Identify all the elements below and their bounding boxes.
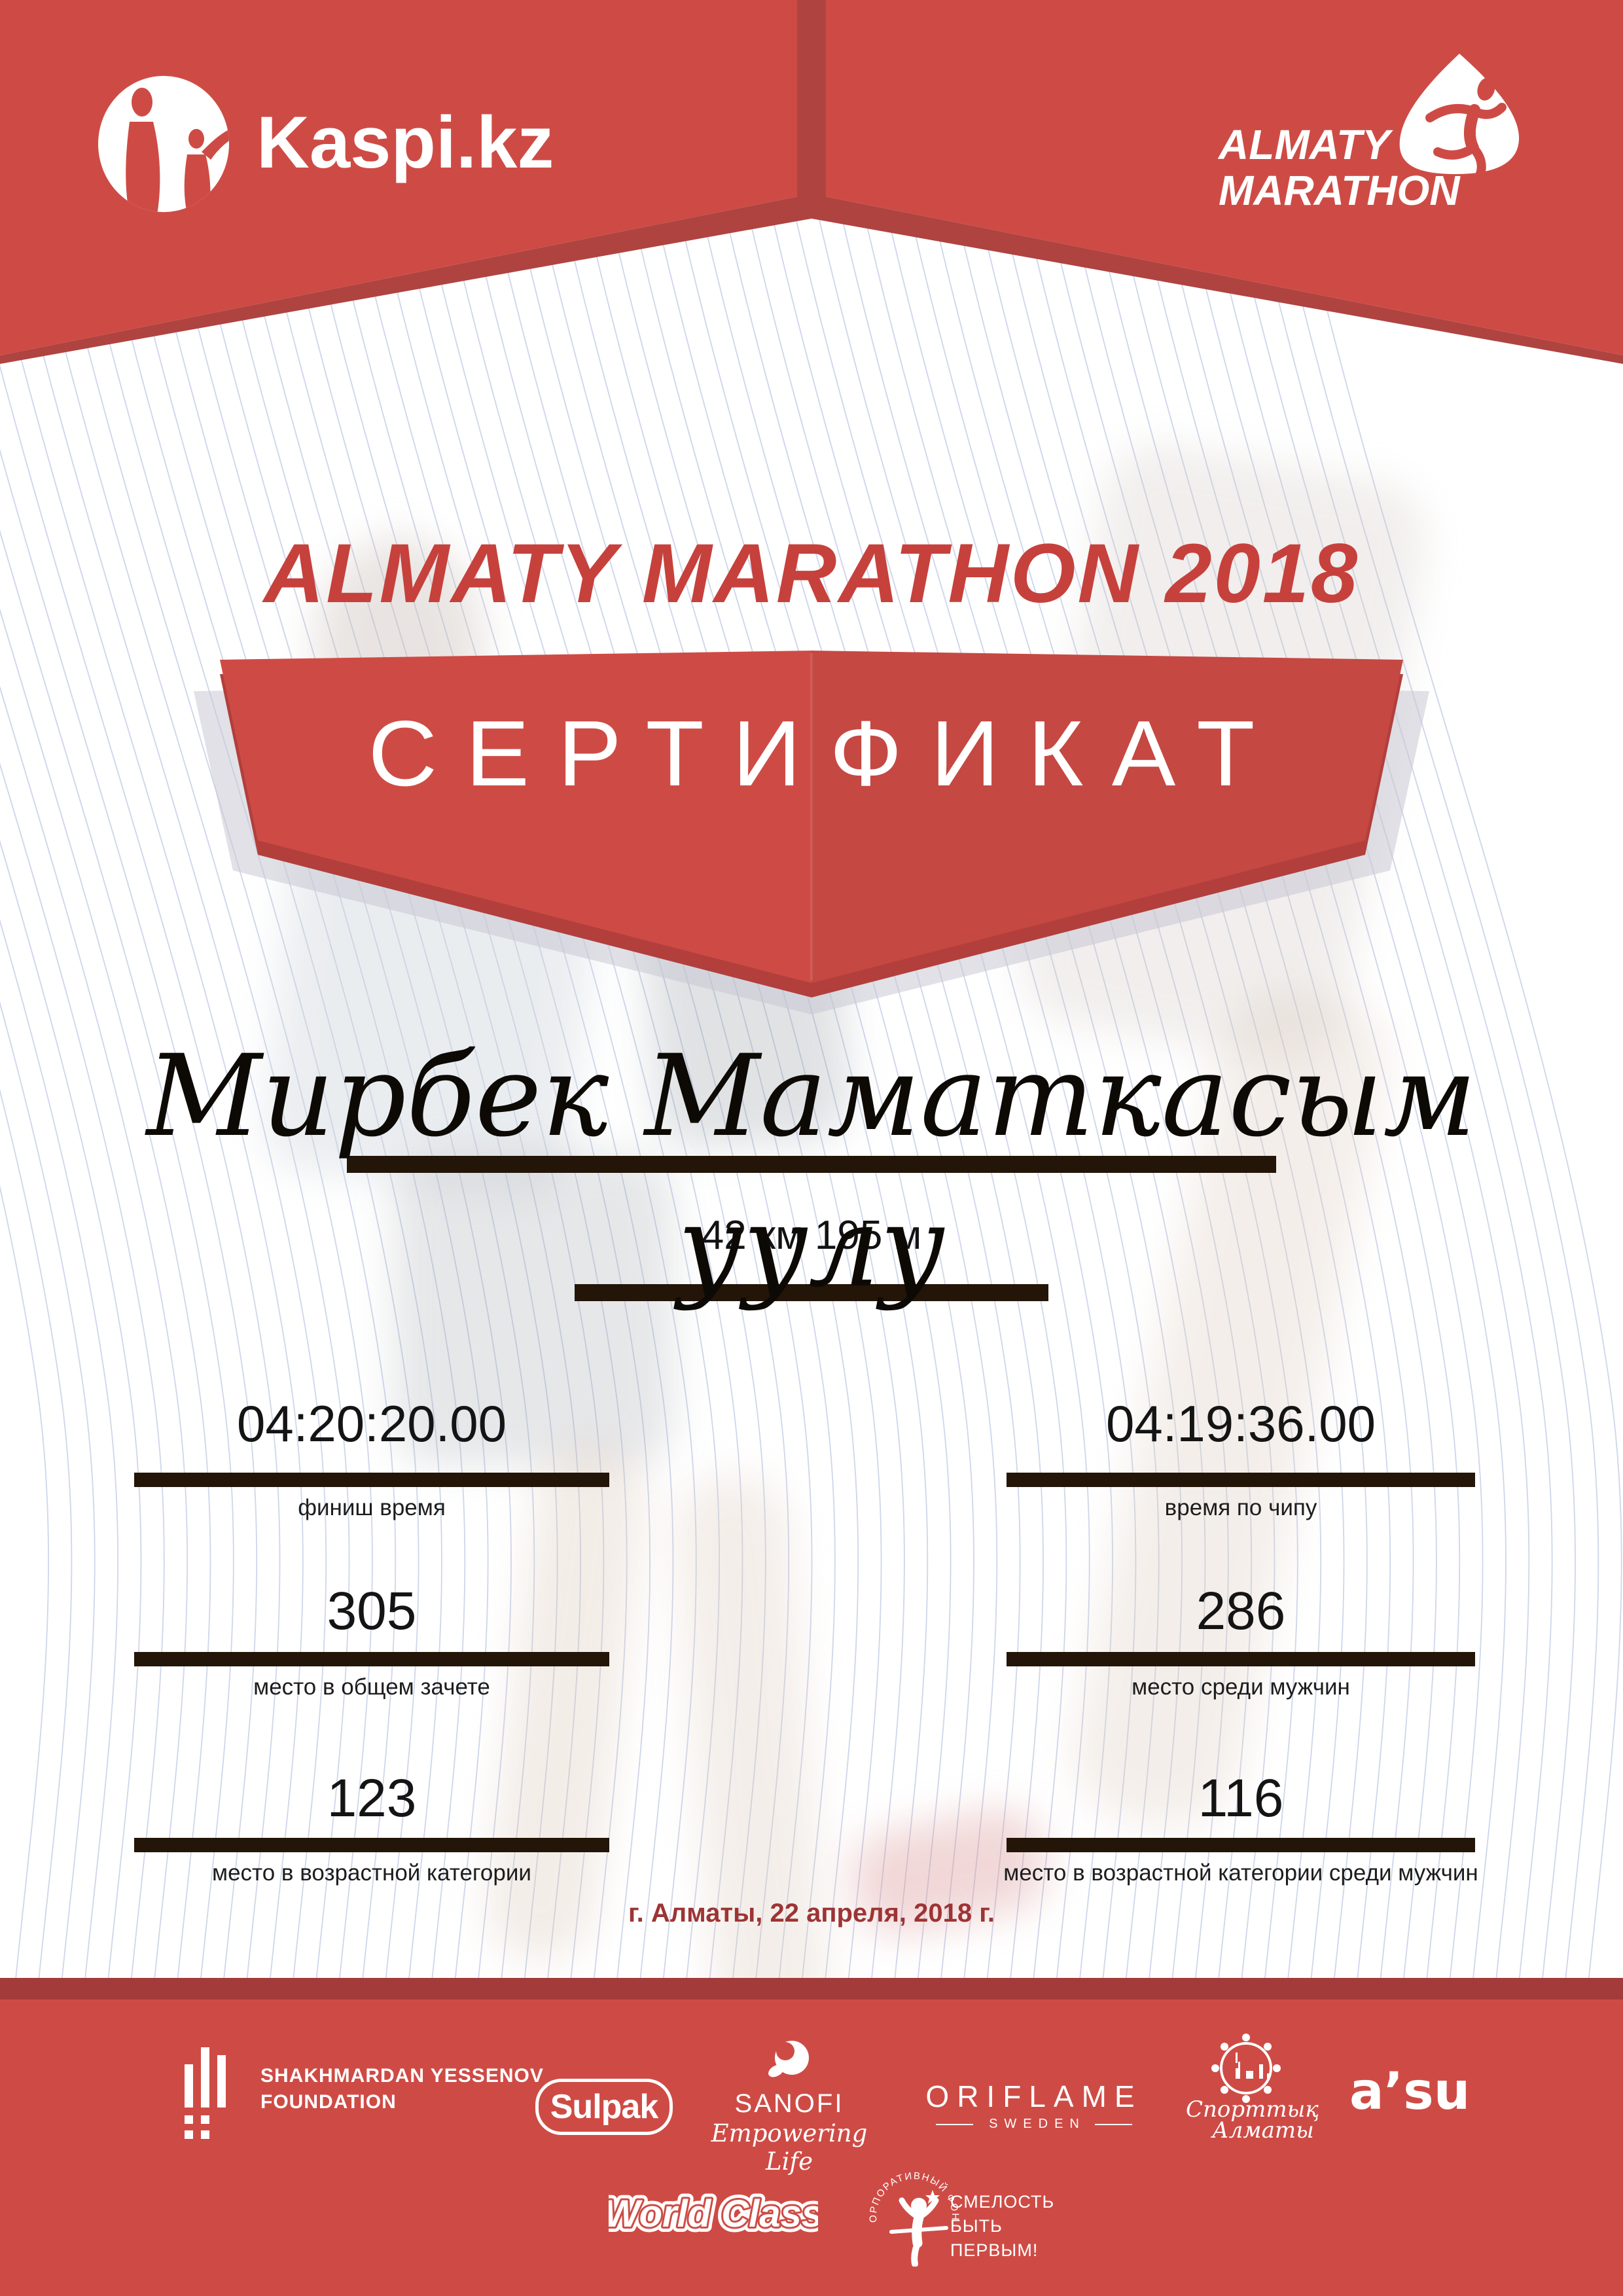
fund-slogan: СМЕЛОСТЬ БЫТЬ ПЕРВЫМ!: [950, 2190, 1068, 2263]
footer-red-area: [0, 2000, 1623, 2296]
age-gender-place-rule: [1007, 1838, 1475, 1852]
asu-logo-text: aʼsu: [1349, 2062, 1471, 2121]
gender-place-rule: [1007, 1652, 1475, 1666]
certificate-word: СЕРТИФИКАТ: [368, 702, 1283, 806]
event-logo-line2: MARATHON: [1219, 167, 1460, 214]
overall-place-value: 305: [327, 1581, 417, 1641]
world-class-outline: World Class: [609, 2193, 818, 2235]
yessenov-foundation-icon: [185, 2047, 226, 2139]
gender-place-value: 286: [1196, 1581, 1286, 1641]
recipient-name: Мирбек Маматкасым уулу: [146, 1030, 1477, 1312]
world-class-gap: World Class: [609, 2193, 818, 2235]
fund-slogan-line1: СМЕЛОСТЬ: [950, 2192, 1055, 2212]
fund-emblem-icon: КОРПОРАТИВНЫЙ ФОНД: [865, 2159, 959, 2267]
sanofi-tagline: Empowering Life: [711, 2119, 868, 2176]
oriflame-sweden-row: SWEDEN: [936, 2117, 1132, 2132]
overall-place-label: место в общем зачете: [253, 1674, 490, 1700]
event-logo-pick-icon: [1399, 54, 1520, 180]
finish-time-value: 04:20:20.00: [236, 1395, 507, 1452]
distance-value: 42 км 195 м: [701, 1213, 922, 1258]
age-gender-place-value: 116: [1198, 1768, 1284, 1828]
oriflame-right-rule: [1094, 2123, 1132, 2125]
header-ribbon: [0, 0, 1623, 364]
kaspi-logo-icon: [98, 76, 229, 212]
sport-almaty-badge-icon: [1211, 2034, 1281, 2103]
age-place-rule: [134, 1838, 609, 1852]
sport-almaty-script-line2: Алматы: [1212, 2117, 1314, 2144]
age-place-label: место в возрастной категории: [212, 1860, 531, 1886]
age-place-value: 123: [327, 1768, 417, 1828]
yessenov-foundation-name: SHAKHMARDAN YESSENOV: [260, 2065, 544, 2087]
photo-blur-shape: [393, 1152, 674, 1466]
header-center-fold: [797, 0, 826, 203]
chip-time-rule: [1007, 1473, 1475, 1487]
sanofi-logo-text: SANOFI: [734, 2089, 844, 2118]
certificate-banner: [194, 651, 1429, 1014]
page-title: ALMATY MARATHON 2018: [263, 527, 1360, 620]
gender-place-label: место среди мужчин: [1132, 1674, 1350, 1700]
age-gender-place-label: место в возрастной категории среди мужчи…: [1003, 1860, 1478, 1886]
fund-slogan-line2: БЫТЬ: [950, 2216, 1003, 2236]
kaspi-logo-text: Kaspi.kz: [257, 101, 554, 183]
city-date-line: г. Алматы, 22 апреля, 2018 г.: [628, 1899, 995, 1928]
chip-time-label: время по чипу: [1164, 1495, 1317, 1520]
event-logo-line1: ALMATY: [1219, 121, 1390, 168]
world-class-text: World Class: [609, 2193, 818, 2235]
chip-time-value: 04:19:36.00: [1105, 1395, 1376, 1452]
name-underline: [347, 1156, 1276, 1173]
footer-maroon-band: [0, 1978, 1623, 2000]
finish-time-label: финиш время: [298, 1495, 446, 1520]
sulpak-logo: Sulpak: [535, 2079, 673, 2135]
overall-place-rule: [134, 1652, 609, 1666]
sanofi-bird-icon: [768, 2041, 809, 2077]
oriflame-logo-text: ORIFLAME: [925, 2079, 1143, 2113]
yessenov-foundation-word: FOUNDATION: [260, 2091, 397, 2113]
oriflame-sweden-text: SWEDEN: [989, 2117, 1086, 2131]
world-class-logo: World Class World Class World Class: [609, 2187, 818, 2240]
banner-face: [220, 651, 1403, 983]
distance-underline: [575, 1284, 1048, 1301]
finish-time-rule: [134, 1473, 609, 1487]
banner-face-right-shade: [812, 651, 1403, 983]
oriflame-left-rule: [936, 2123, 974, 2125]
fund-slogan-line3: ПЕРВЫМ!: [950, 2240, 1039, 2260]
sulpak-logo-text: Sulpak: [550, 2088, 658, 2126]
